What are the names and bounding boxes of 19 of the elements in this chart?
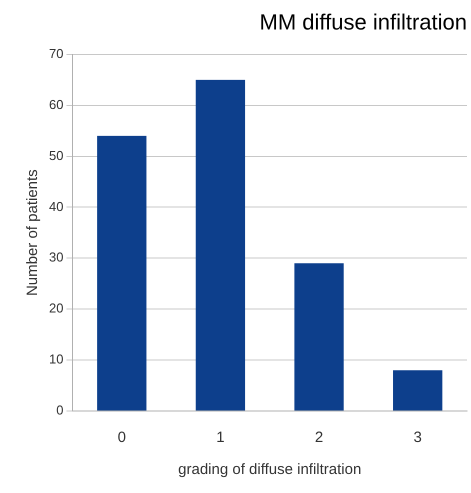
bar [393,370,442,410]
y-tick-label: 10 [48,352,64,367]
y-tick-label: 0 [56,402,64,418]
bar [97,136,146,410]
y-tick-label: 70 [48,46,64,61]
x-tick-label: 2 [314,429,324,446]
y-tick-label: 60 [48,96,64,112]
x-tick-label: 0 [118,429,126,446]
bar [196,80,246,410]
y-tick-label: 40 [48,198,64,214]
x-axis-title: grading of diffuse infiltration [178,461,362,478]
y-tick-label: 30 [48,250,64,265]
y-axis-title: Number of patients [24,169,42,296]
bar [294,263,344,410]
y-tick-label: 20 [48,300,64,316]
chart-title: MM diffuse infiltration [260,9,467,34]
y-tick-label: 50 [48,148,64,163]
x-tick-label: 1 [216,429,225,446]
x-tick-label: 3 [414,429,422,446]
